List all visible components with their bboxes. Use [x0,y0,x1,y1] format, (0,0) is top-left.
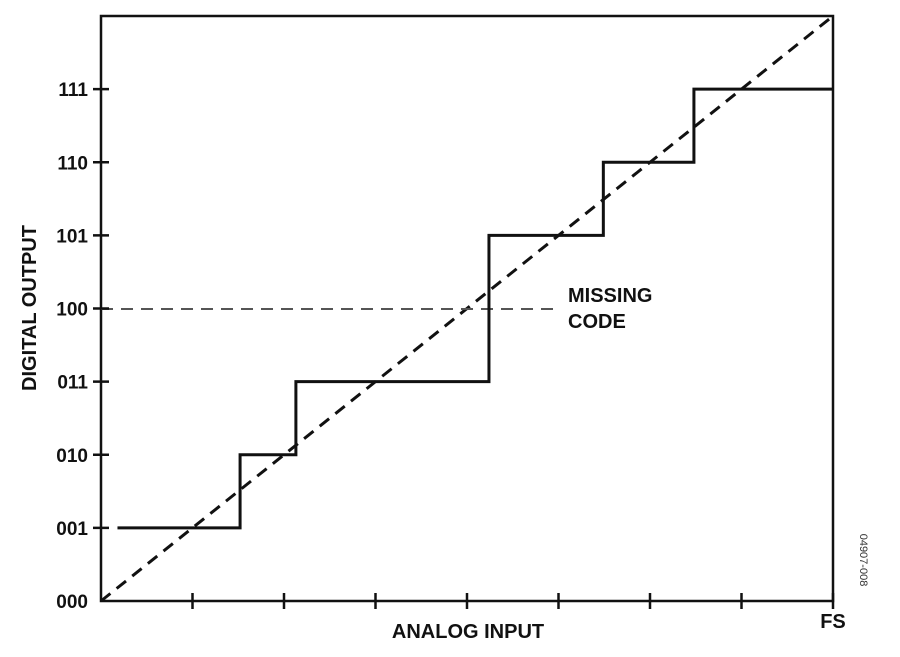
y-tick-label: 101 [56,226,88,247]
figure-id: 04907-008 [857,534,869,587]
y-tick-label: 110 [57,153,88,174]
y-tick-marks [93,87,109,530]
x-end-label: FS [820,611,846,633]
y-tick-label: 100 [56,300,88,321]
y-axis-title: DIGITAL OUTPUT [19,225,41,391]
x-axis-title: ANALOG INPUT [392,621,544,643]
y-tick-label: 000 [56,592,88,613]
missing-code-annotation-line2: CODE [568,311,626,333]
y-tick-label: 001 [56,519,88,540]
x-tick-marks [191,593,835,609]
actual-transfer-staircase [117,87,833,530]
y-tick-labels: 000 001 010 011 100 101 110 111 [56,80,88,613]
y-tick-label: 111 [58,80,88,101]
y-tick-label: 010 [56,446,88,467]
y-tick-label: 011 [57,373,88,394]
missing-code-annotation-line1: MISSING [568,285,652,307]
